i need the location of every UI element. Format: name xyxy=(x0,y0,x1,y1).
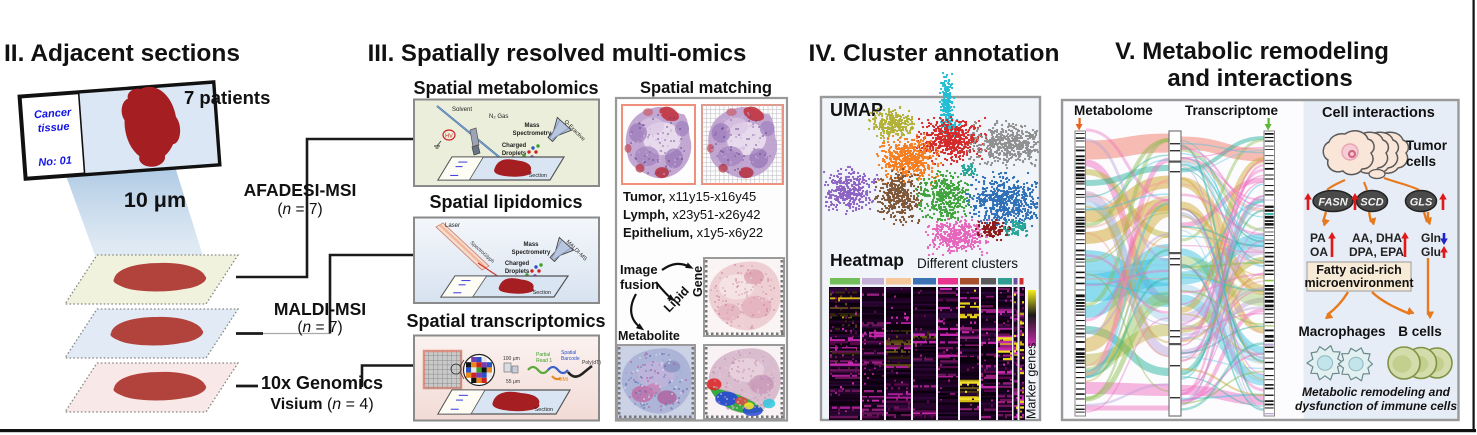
svg-text:Droplets: Droplets xyxy=(502,151,527,157)
svg-text:AFADESI-MSI: AFADESI-MSI xyxy=(244,180,357,200)
svg-text:UMI: UMI xyxy=(559,377,568,383)
svg-text:and interactions: and interactions xyxy=(1167,65,1352,92)
svg-text:OA: OA xyxy=(1310,245,1328,259)
svg-text:cells: cells xyxy=(1406,154,1436,169)
svg-text:Laser: Laser xyxy=(445,223,460,229)
svg-text:Metabolome: Metabolome xyxy=(1074,103,1153,118)
svg-text:PA: PA xyxy=(1310,231,1326,245)
svg-text:tissue: tissue xyxy=(37,121,70,135)
svg-text:Spatial metabolomics: Spatial metabolomics xyxy=(413,78,598,98)
svg-text:Mass: Mass xyxy=(524,123,540,129)
svg-text:100 μm: 100 μm xyxy=(503,356,520,362)
svg-text:Visium (n = 4): Visium (n = 4) xyxy=(270,396,373,413)
svg-text:Cell interactions: Cell interactions xyxy=(1322,105,1435,121)
svg-text:DPA, EPA: DPA, EPA xyxy=(1349,245,1404,259)
svg-text:Image: Image xyxy=(620,262,658,277)
svg-text:B cells: B cells xyxy=(1398,324,1442,339)
svg-text:Lymph, x23y51-x26y42: Lymph, x23y51-x26y42 xyxy=(623,207,761,222)
svg-text:Tumor, x11y15-x16y45: Tumor, x11y15-x16y45 xyxy=(623,189,756,204)
svg-text:Poly(dT): Poly(dT) xyxy=(582,360,601,366)
svg-text:Charged: Charged xyxy=(505,261,530,267)
svg-text:Spatial transcriptomics: Spatial transcriptomics xyxy=(406,311,605,331)
svg-text:55 μm: 55 μm xyxy=(506,379,520,385)
svg-text:Different clusters: Different clusters xyxy=(917,256,1018,271)
svg-text:HV: HV xyxy=(445,134,453,140)
svg-text:Read 1: Read 1 xyxy=(536,358,552,364)
svg-text:Section: Section xyxy=(533,290,551,296)
svg-text:dysfunction of immune cells: dysfunction of immune cells xyxy=(1295,399,1457,413)
svg-text:10 μm: 10 μm xyxy=(124,188,186,212)
svg-text:Transcriptome: Transcriptome xyxy=(1185,103,1279,118)
svg-text:Glu: Glu xyxy=(1421,245,1441,259)
svg-text:Spatial matching: Spatial matching xyxy=(640,79,772,97)
svg-text:III. Spatially resolved multi-: III. Spatially resolved multi-omics xyxy=(368,40,747,67)
svg-text:Spectrometry: Spectrometry xyxy=(512,250,551,256)
svg-text:Fatty acid-rich: Fatty acid-rich xyxy=(1316,263,1401,277)
svg-text:microenvironment: microenvironment xyxy=(1304,276,1414,290)
svg-text:MALDI-MSI: MALDI-MSI xyxy=(274,299,366,319)
svg-text:(n = 7): (n = 7) xyxy=(277,201,322,218)
svg-text:GLS: GLS xyxy=(1410,197,1433,209)
svg-text:Spatial lipidomics: Spatial lipidomics xyxy=(429,192,582,212)
svg-text:Spectrometry: Spectrometry xyxy=(513,131,552,137)
svg-text:Droplets: Droplets xyxy=(505,269,530,275)
svg-text:No: 01: No: 01 xyxy=(38,155,72,169)
svg-text:Gene: Gene xyxy=(691,266,705,297)
svg-text:Section: Section xyxy=(529,173,547,179)
svg-text:Mass: Mass xyxy=(523,242,539,248)
svg-text:Metabolic remodeling and: Metabolic remodeling and xyxy=(1302,385,1451,399)
svg-text:Partial: Partial xyxy=(536,352,550,358)
svg-text:Metabolite: Metabolite xyxy=(618,329,680,343)
svg-text:Heatmap: Heatmap xyxy=(830,250,904,270)
svg-text:Charged: Charged xyxy=(502,143,527,149)
svg-text:FASN: FASN xyxy=(1318,197,1348,209)
svg-text:V. Metabolic remodeling: V. Metabolic remodeling xyxy=(1115,38,1389,65)
svg-text:(n = 7): (n = 7) xyxy=(297,319,342,336)
svg-text:Barcode: Barcode xyxy=(561,356,580,362)
svg-text:10x Genomics: 10x Genomics xyxy=(261,373,383,393)
svg-text:Gln: Gln xyxy=(1421,231,1441,245)
svg-text:Macrophages: Macrophages xyxy=(1298,324,1385,339)
svg-text:AA, DHA: AA, DHA xyxy=(1352,231,1402,245)
svg-text:Marker genes: Marker genes xyxy=(1025,343,1039,419)
svg-text:Section: Section xyxy=(535,407,553,413)
svg-text:Spatial: Spatial xyxy=(561,350,576,356)
svg-text:Epithelium, x1y5-x6y22: Epithelium, x1y5-x6y22 xyxy=(623,225,763,240)
svg-text:UMAP: UMAP xyxy=(830,100,883,120)
svg-text:7 patients: 7 patients xyxy=(184,87,270,108)
svg-text:Cancer: Cancer xyxy=(34,106,73,121)
svg-text:SCD: SCD xyxy=(1360,197,1383,209)
svg-text:Tumor: Tumor xyxy=(1406,138,1448,153)
svg-text:Solvent: Solvent xyxy=(452,107,472,113)
svg-text:N₂ Gas: N₂ Gas xyxy=(489,114,508,120)
svg-text:IV. Cluster annotation: IV. Cluster annotation xyxy=(809,40,1060,67)
svg-text:II. Adjacent sections: II. Adjacent sections xyxy=(4,40,240,67)
svg-text:fusion: fusion xyxy=(620,277,659,292)
